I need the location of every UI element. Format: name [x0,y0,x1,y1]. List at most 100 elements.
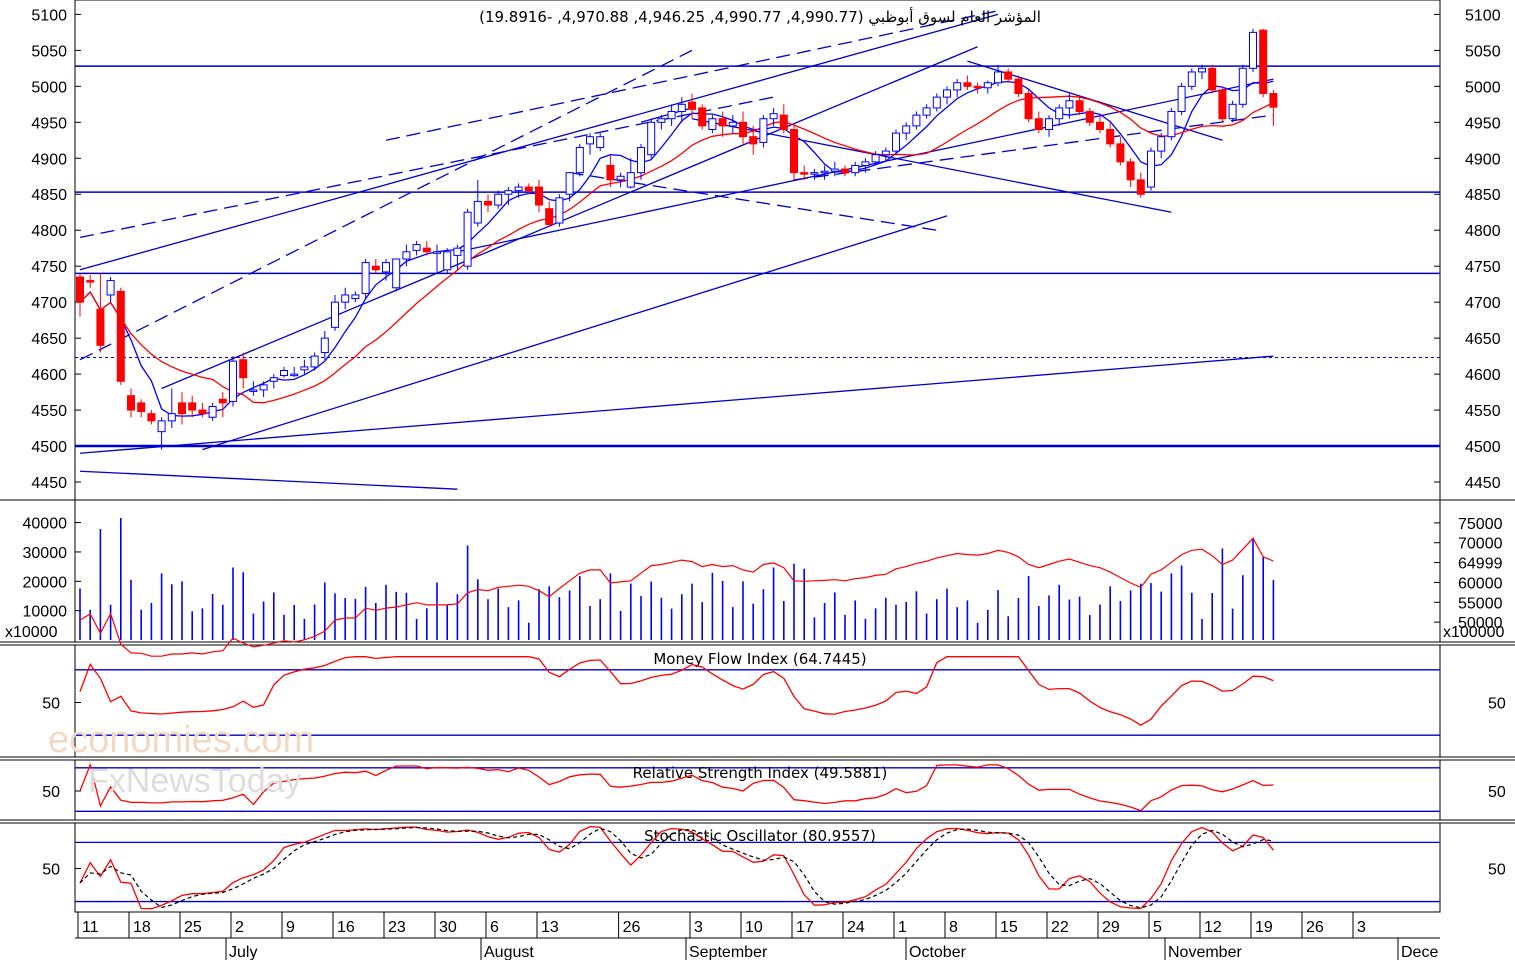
rsi-ytick-label-right: 50 [1488,784,1506,801]
price-ytick-label-left: 5050 [31,43,67,60]
candle [983,82,992,89]
candle [1055,107,1064,120]
candle [86,280,95,283]
price-ytick-label-left: 4550 [31,403,67,420]
candle [1167,111,1176,138]
candle [1024,93,1033,120]
candle [626,172,635,188]
candle [167,413,176,422]
candle [535,186,543,206]
price-ytick-label-right: 4450 [1465,475,1501,492]
candle [331,301,339,328]
candle [1249,31,1257,69]
rsi-line [79,762,1274,812]
x-day-label: 15 [1000,919,1018,936]
volume-ytick-label-right: 60000 [1458,575,1503,592]
candle [606,164,615,181]
candle [647,121,656,156]
volume-unit-label-right: x100000 [1443,624,1504,641]
candle [239,359,248,379]
trendline [793,114,1274,181]
price-ytick-label-right: 4750 [1465,259,1501,276]
price-ytick-label-left: 4750 [31,259,67,276]
x-day-label: 22 [1051,919,1069,936]
x-day-label: 6 [490,919,499,936]
candle [249,389,258,392]
candle [1096,121,1104,130]
mfi-ytick-label-left: 50 [42,696,60,713]
candle [157,420,166,433]
candle [841,168,849,174]
candle [851,164,860,174]
x-month-label: July [229,944,257,960]
trendline [385,10,999,141]
candle [1147,150,1155,188]
candle [382,262,390,273]
x-day-label: 5 [1153,919,1162,936]
trendline [161,46,978,390]
x-day-label: 3 [694,919,703,936]
candle [524,186,533,192]
stoch-d-line [79,826,1274,909]
candle [728,121,737,127]
x-day-label: 30 [439,919,457,936]
candle [1157,136,1166,152]
candle [1177,85,1186,113]
candle [1269,93,1278,108]
x-day-label: 1 [898,919,907,936]
x-day-label: 13 [541,919,559,936]
volume-ytick-label-right: 75000 [1458,516,1503,533]
price-ytick-label-right: 4550 [1465,403,1501,420]
candle [310,355,319,368]
candle [871,154,880,163]
candle [830,168,839,172]
candle [616,175,625,181]
x-month-label: August [484,944,534,960]
x-month-label: Dece [1401,944,1438,960]
candle [504,190,513,195]
price-ytick-label-right: 4950 [1465,115,1501,132]
candle [555,197,564,224]
volume-ytick-label-left: 10000 [23,604,68,621]
rsi-title: Relative Strength Index (49.5881) [633,764,888,782]
candle [1136,179,1145,195]
x-day-label: 11 [82,919,99,936]
candle [994,71,1002,84]
price-ytick-label-left: 5100 [31,7,67,24]
price-ytick-label-right: 4700 [1465,295,1501,312]
candle [96,308,105,346]
ma-long-line [79,95,1274,404]
candle [392,258,401,289]
candle [575,146,584,174]
candle [433,251,441,254]
candle [1228,103,1237,120]
volume-ytick-label-left: 40000 [23,516,68,533]
candle [1034,118,1043,130]
candle [402,251,411,260]
x-day-label: 29 [1102,919,1120,936]
x-day-label: 18 [133,919,151,936]
watermark-fxnewstoday: FxNewsToday [88,762,302,800]
candle [800,172,809,175]
candle [820,170,829,174]
candle [514,186,523,192]
candle [198,409,207,415]
candle [586,136,594,145]
candle [1085,111,1094,123]
x-month-label: October [909,944,967,960]
candle [280,370,288,377]
candle [494,193,503,206]
candle [688,101,696,110]
price-ytick-label-left: 4850 [31,187,67,204]
x-day-label: 3 [1357,919,1366,936]
price-ytick-label-left: 4700 [31,295,67,312]
candle [667,111,676,120]
candle [412,244,421,251]
candle [1004,71,1013,80]
candle [1238,67,1247,105]
price-ytick-label-left: 4650 [31,331,67,348]
candle [739,121,747,138]
x-day-label: 23 [388,919,406,936]
candle [922,107,931,116]
